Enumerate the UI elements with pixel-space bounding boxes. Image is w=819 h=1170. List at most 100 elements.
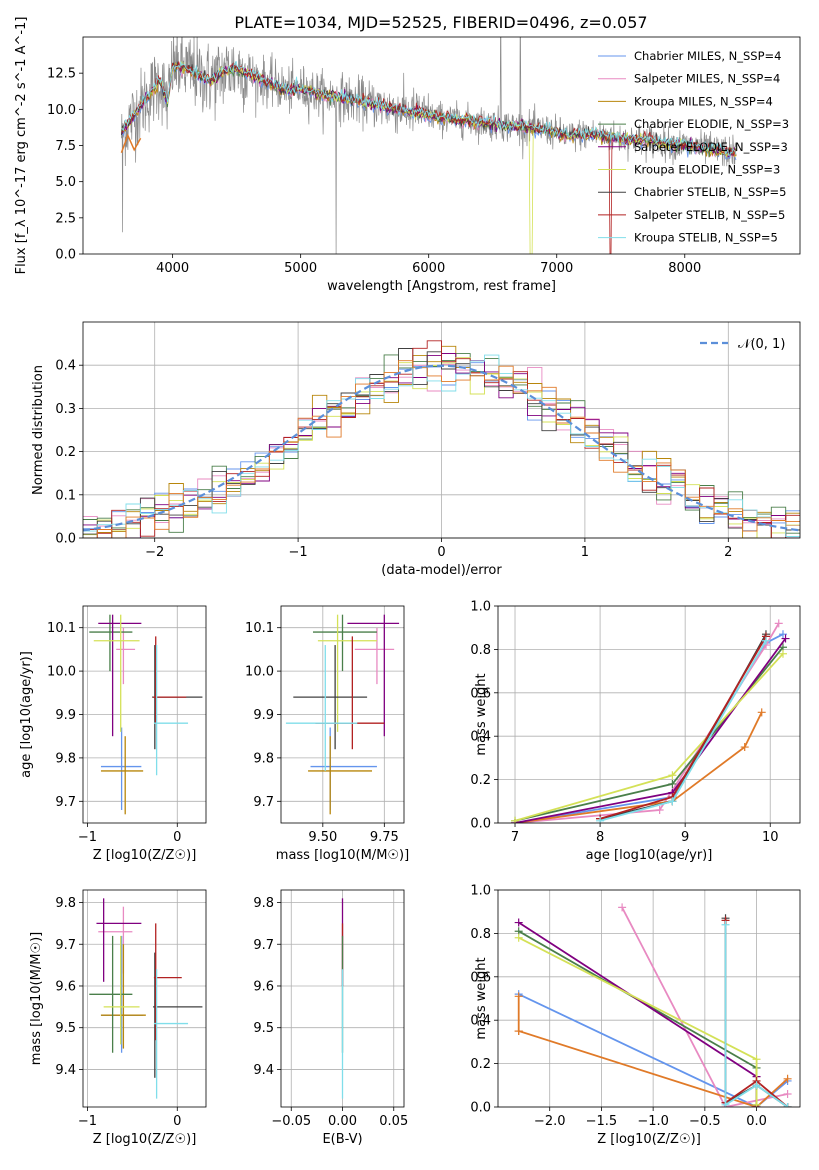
y-tick-label: 9.5 [55, 1021, 76, 1036]
x-tick-label: −1.0 [637, 1114, 669, 1129]
y-tick-label: 9.8 [55, 896, 76, 911]
mass-weight-line [724, 924, 789, 1107]
mass-weight-line [599, 633, 767, 820]
axes-frame [82, 605, 207, 824]
point-marker [514, 918, 523, 927]
x-tick-label: 0.05 [379, 1114, 408, 1129]
x-tick-label: 7000 [540, 261, 573, 276]
x-axis-label: wavelength [Angstrom, rest frame] [327, 279, 556, 294]
axes-frame [82, 36, 801, 255]
point-marker [778, 649, 787, 658]
y-tick-label: 0.0 [55, 248, 76, 263]
x-tick-label: −2 [145, 545, 164, 560]
legend-label: Chabrier ELODIE, N_SSP=3 [634, 117, 789, 131]
y-tick-label: 9.7 [55, 795, 76, 810]
point-marker [761, 636, 770, 645]
x-tick-label: −1 [78, 1114, 97, 1129]
y-tick-label: 0.0 [55, 532, 76, 547]
x-tick-label: 8000 [668, 261, 701, 276]
point-marker [757, 708, 766, 717]
y-tick-label: 1.0 [470, 600, 491, 615]
y-tick-label: 1.0 [470, 884, 491, 899]
y-tick-label: 9.8 [253, 751, 274, 766]
panel-8: −2.0 −1.5 −1.0 −0.5 0.0 0.0 0.2 0.4 0.6 0.8 1.0 Z [… [470, 884, 801, 1147]
x-tick-label: −2.0 [534, 1114, 566, 1129]
plot-area [83, 340, 800, 538]
y-tick-label: 9.9 [55, 708, 76, 723]
x-axis-label: age [log10(age/yr)] [586, 848, 713, 863]
model-spectrum [121, 61, 737, 254]
mass-weight-line [514, 622, 780, 823]
x-tick-label: 0 [173, 1114, 181, 1129]
mass-weight-line [518, 936, 758, 1105]
y-axis-label: Flux [f_λ 10^-17 erg cm^-2 s^-1 A^-1] [14, 17, 29, 275]
y-tick-label: 7.5 [55, 139, 76, 154]
mass-weight-line [514, 637, 787, 823]
x-axis-label: Z [log10(Z/Z☉)] [597, 1132, 701, 1147]
legend-label: Salpeter STELIB, N_SSP=5 [634, 208, 785, 222]
model-spectrum [121, 60, 737, 156]
legend-label: Kroupa STELIB, N_SSP=5 [634, 231, 778, 245]
point-marker [783, 1103, 792, 1107]
y-tick-label: 9.7 [55, 938, 76, 953]
y-axis-label: mass [log10(M/M☉)] [29, 932, 44, 1065]
y-tick-label: 0.8 [470, 927, 491, 942]
point-marker [514, 992, 523, 1001]
x-tick-label: −0.5 [689, 1114, 721, 1129]
y-axis-label: mass weight [474, 673, 489, 755]
y-tick-label: 0.1 [55, 488, 76, 503]
y-tick-label: 0.2 [470, 1057, 491, 1072]
normal-curve [83, 364, 800, 532]
y-tick-label: 0.0 [470, 1101, 491, 1116]
mass-weight-line [599, 635, 767, 820]
residual-histogram [83, 360, 800, 538]
y-tick-label: 10.1 [245, 621, 274, 636]
legend-label: Kroupa MILES, N_SSP=4 [634, 94, 773, 108]
point-marker [778, 630, 787, 639]
x-tick-label: −1 [289, 545, 308, 560]
x-tick-label: −1.5 [586, 1114, 618, 1129]
mass-weight-line [518, 921, 758, 1107]
plot-area [285, 614, 400, 815]
y-tick-label: 0.2 [470, 773, 491, 788]
y-tick-label: 0.8 [470, 643, 491, 658]
y-tick-label: 5.0 [55, 175, 76, 190]
y-tick-label: 10.1 [47, 621, 76, 636]
y-tick-label: 9.9 [253, 708, 274, 723]
panel-7: −0.05 0.00 0.05 9.4 9.5 9.6 9.7 9.8 E(B-V) [253, 889, 408, 1147]
y-tick-label: 0.0 [470, 817, 491, 832]
plot-area [511, 619, 790, 823]
point-marker [668, 771, 677, 780]
panel-4: 9.50 9.75 9.7 9.8 9.9 10.0 10.1 mass [log10(M/M… [245, 605, 409, 863]
mass-weight-line [514, 711, 763, 823]
x-tick-label: 6000 [412, 261, 445, 276]
axes-frame [280, 889, 405, 1108]
observed-spectrum [121, 37, 737, 254]
x-tick-label: 4000 [156, 261, 189, 276]
y-tick-label: 0.3 [55, 402, 76, 417]
x-tick-label: 9 [681, 830, 689, 845]
axes-frame [497, 889, 801, 1108]
point-marker [740, 743, 749, 752]
x-tick-label: −0.05 [271, 1114, 311, 1129]
x-tick-label: 2 [724, 545, 732, 560]
x-tick-label: 5000 [284, 261, 317, 276]
panel-1: 4000 5000 6000 7000 8000 0.0 2.5 5.0 7.5 10.0 12.5… [14, 17, 801, 294]
y-tick-label: 9.5 [253, 1021, 274, 1036]
point-marker [668, 779, 677, 788]
axes-frame [280, 605, 405, 824]
y-tick-label: 10.0 [47, 665, 76, 680]
y-axis-label: age [log10(age/yr)] [19, 651, 34, 778]
mass-weight-line [514, 633, 784, 823]
y-tick-label: 9.7 [253, 938, 274, 953]
legend-label: Kroupa ELODIE, N_SSP=3 [634, 163, 780, 177]
y-tick-label: 0.6 [470, 686, 491, 701]
x-axis-label: Z [log10(Z/Z☉)] [93, 1132, 197, 1147]
x-tick-label: −1 [78, 830, 97, 845]
plot-area [120, 37, 737, 254]
point-marker [774, 619, 783, 628]
x-tick-label: 8 [596, 830, 604, 845]
x-tick-label: 1 [581, 545, 589, 560]
x-tick-label: 10 [762, 830, 779, 845]
x-tick-label: 0 [437, 545, 445, 560]
